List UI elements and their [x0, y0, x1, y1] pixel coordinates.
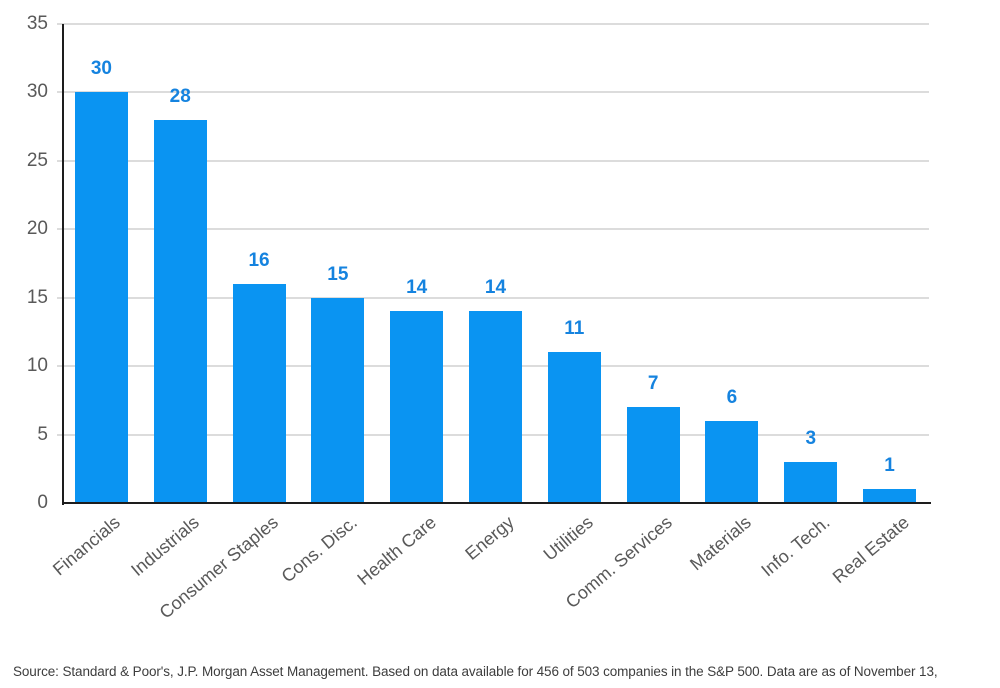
bar-financials: [74, 92, 128, 503]
bar-value-label-materials: 6: [726, 386, 738, 408]
y-tick-label-25: 25: [26, 149, 48, 171]
x-label-industrials: Industrials: [127, 512, 204, 581]
bar-energy: [469, 311, 522, 503]
x-label-energy: Energy: [461, 512, 519, 564]
gridline-15: [57, 296, 929, 299]
x-label-materials: Materials: [686, 512, 755, 575]
y-tick-label-35: 35: [26, 13, 48, 34]
bar-value-label-consumer-staples: 16: [248, 250, 270, 272]
x-label-health-care: Health Care: [353, 512, 440, 590]
y-tick-label-0: 0: [37, 492, 48, 513]
bar-value-label-cons-disc: 15: [327, 263, 349, 285]
x-label-cons-disc: Cons. Disc.: [277, 512, 361, 587]
gridline-30: [57, 91, 929, 94]
bar-info-tech: [784, 461, 838, 503]
bar-utilities: [547, 352, 601, 503]
bar-value-label-health-care: 14: [406, 277, 428, 299]
bar-real-estate: [863, 489, 917, 503]
bar-value-label-info-tech: 3: [805, 427, 817, 449]
y-axis-line: [62, 24, 64, 505]
bar-value-label-real-estate: 1: [884, 455, 895, 477]
gridline-20: [57, 228, 929, 231]
bar-health-care: [390, 311, 444, 503]
bar-consumer-staples: [232, 284, 286, 503]
x-label-utilities: Utilities: [539, 512, 598, 565]
x-label-financials: Financials: [49, 512, 125, 580]
bar-value-label-comm-services: 7: [647, 373, 659, 395]
gridline-35: [57, 23, 929, 25]
bar-cons-disc: [311, 297, 365, 503]
y-tick-label-10: 10: [26, 355, 48, 377]
bar-value-label-utilities: 11: [564, 318, 585, 340]
bar-materials: [705, 420, 759, 503]
x-axis-line: [62, 502, 931, 504]
bar-comm-services: [626, 407, 680, 503]
y-tick-label-20: 20: [26, 218, 48, 240]
bar-value-label-industrials: 28: [169, 85, 191, 107]
y-tick-label-5: 5: [37, 423, 48, 445]
y-tick-label-30: 30: [26, 81, 48, 103]
bar-industrials: [153, 119, 207, 503]
x-label-real-estate: Real Estate: [828, 512, 913, 588]
y-tick-label-15: 15: [26, 286, 48, 308]
source-note: Source: Standard & Poor's, J.P. Morgan A…: [13, 664, 938, 679]
bar-value-label-financials: 30: [90, 58, 112, 80]
plot-area: 30 28 16 15 14 14 11 7 6 3 1: [57, 23, 929, 503]
gridline-25: [57, 159, 929, 162]
x-label-info-tech: Info. Tech.: [757, 512, 834, 581]
bar-value-label-energy: 14: [484, 277, 507, 299]
